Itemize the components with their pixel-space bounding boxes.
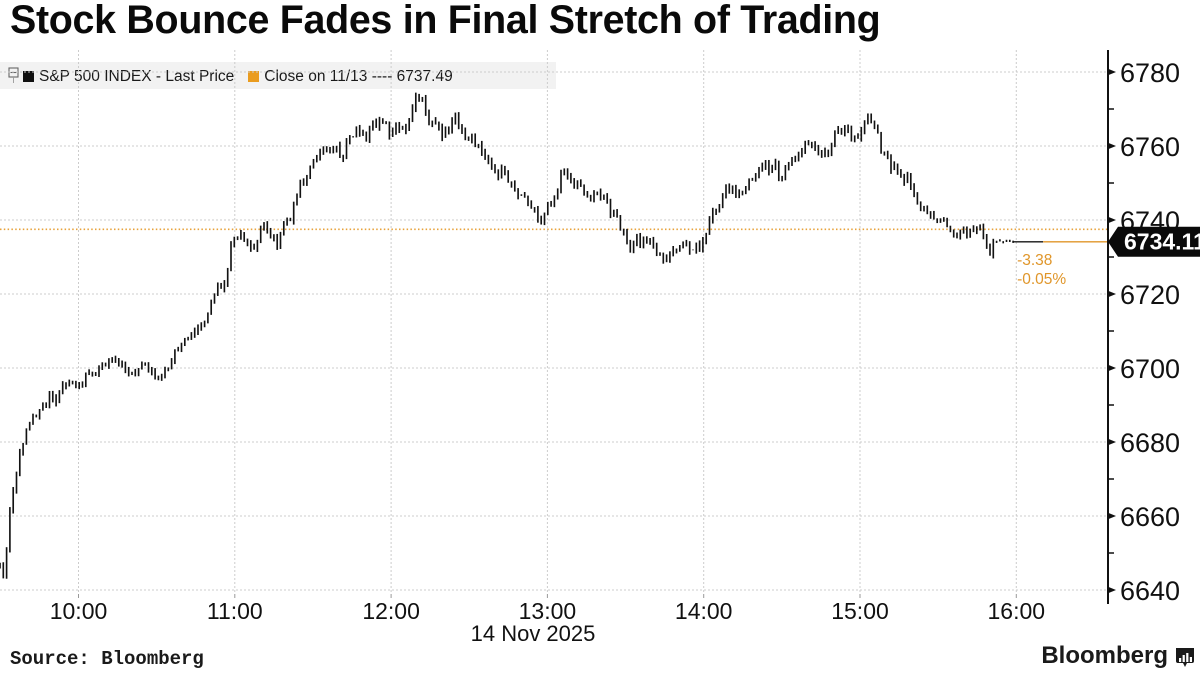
svg-text:-0.05%: -0.05%	[1017, 271, 1066, 288]
svg-text:14 Nov 2025: 14 Nov 2025	[471, 621, 596, 646]
svg-text:12:00: 12:00	[362, 598, 420, 624]
svg-text:6700: 6700	[1120, 354, 1180, 384]
svg-text:15:00: 15:00	[831, 598, 889, 624]
svg-text:6660: 6660	[1120, 502, 1180, 532]
svg-text:10:00: 10:00	[50, 598, 108, 624]
svg-text:11:00: 11:00	[207, 598, 263, 624]
svg-text:6734.11: 6734.11	[1124, 228, 1200, 254]
svg-text:16:00: 16:00	[988, 598, 1046, 624]
svg-text:6720: 6720	[1120, 280, 1180, 310]
svg-text:6680: 6680	[1120, 428, 1180, 458]
svg-text:14:00: 14:00	[675, 598, 733, 624]
svg-text:6760: 6760	[1120, 132, 1180, 162]
svg-text:6780: 6780	[1120, 58, 1180, 88]
svg-text:6640: 6640	[1120, 576, 1180, 606]
svg-text:-3.38: -3.38	[1017, 252, 1052, 269]
